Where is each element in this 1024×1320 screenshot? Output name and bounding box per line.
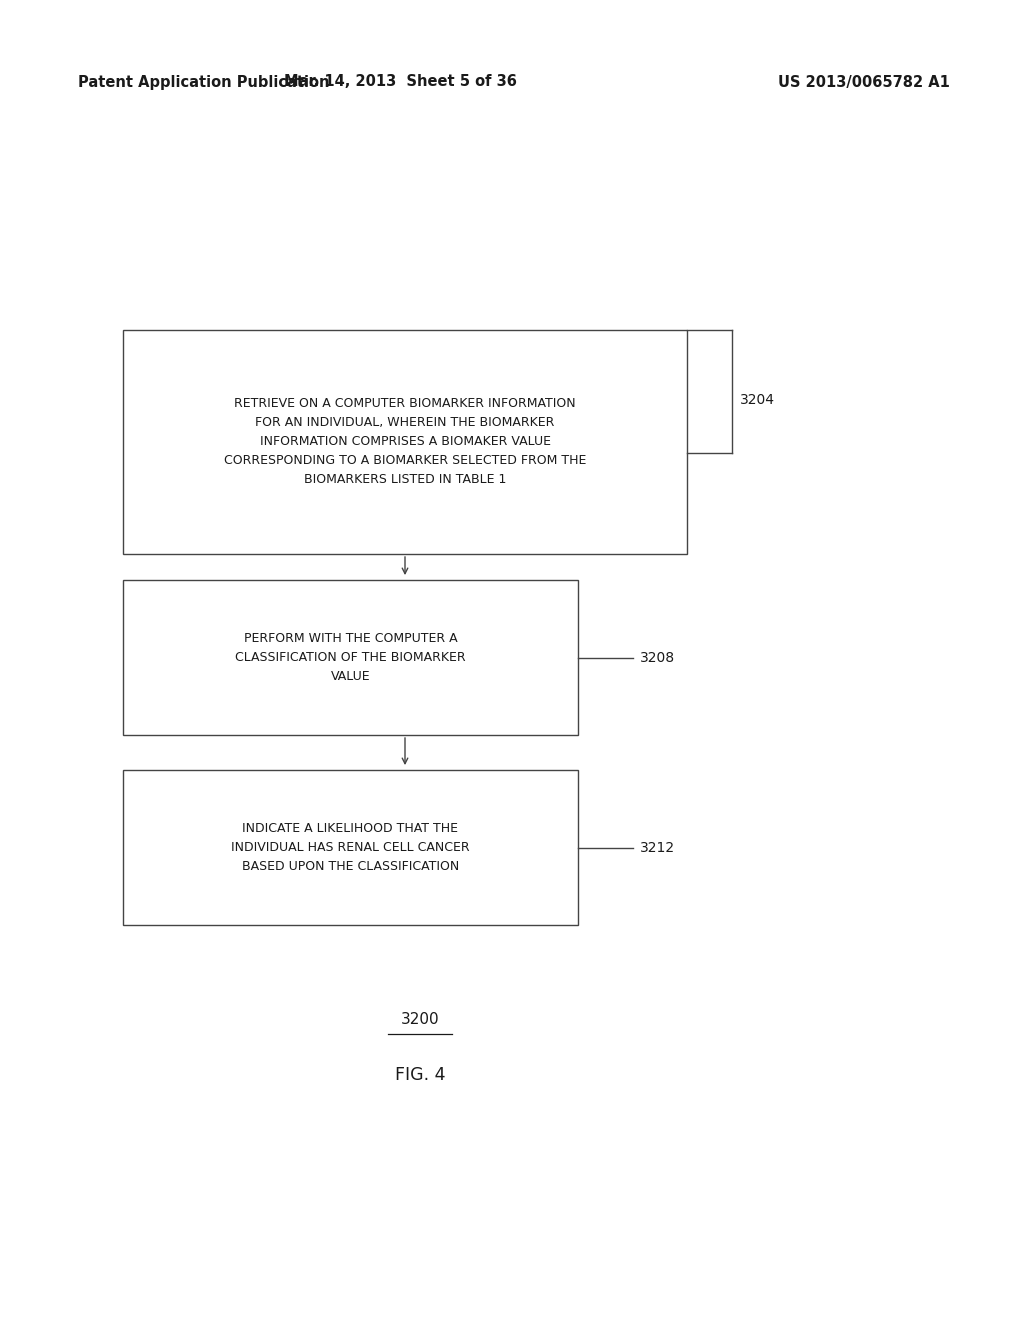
Text: US 2013/0065782 A1: US 2013/0065782 A1	[778, 74, 950, 90]
Text: 3208: 3208	[640, 651, 675, 664]
Text: 3212: 3212	[640, 841, 675, 854]
Text: 3200: 3200	[400, 1012, 439, 1027]
Text: Mar. 14, 2013  Sheet 5 of 36: Mar. 14, 2013 Sheet 5 of 36	[284, 74, 516, 90]
Bar	[123, 330, 687, 554]
Text: Patent Application Publication: Patent Application Publication	[78, 74, 330, 90]
Text: INDICATE A LIKELIHOOD THAT THE
INDIVIDUAL HAS RENAL CELL CANCER
BASED UPON THE C: INDICATE A LIKELIHOOD THAT THE INDIVIDUA…	[231, 822, 470, 873]
Text: 3204: 3204	[740, 392, 775, 407]
Text: PERFORM WITH THE COMPUTER A
CLASSIFICATION OF THE BIOMARKER
VALUE: PERFORM WITH THE COMPUTER A CLASSIFICATI…	[236, 632, 466, 682]
Bar	[123, 770, 578, 925]
Text: FIG. 4: FIG. 4	[394, 1067, 445, 1084]
Text: RETRIEVE ON A COMPUTER BIOMARKER INFORMATION
FOR AN INDIVIDUAL, WHEREIN THE BIOM: RETRIEVE ON A COMPUTER BIOMARKER INFORMA…	[224, 397, 586, 487]
Bar	[123, 579, 578, 735]
